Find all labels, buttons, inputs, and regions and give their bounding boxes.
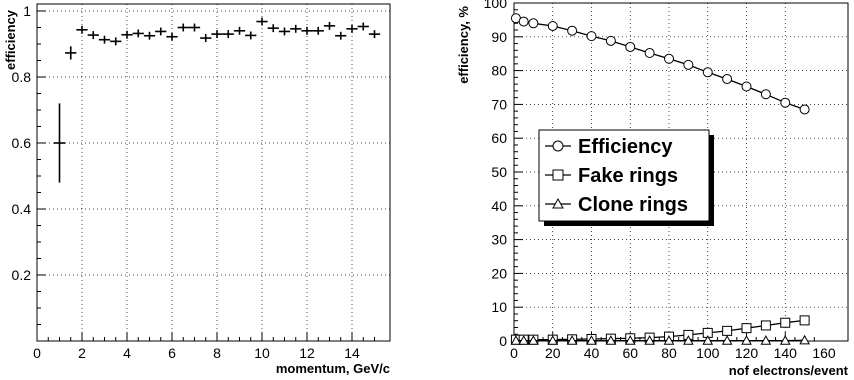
- series-point-1-15: [780, 317, 791, 328]
- left-y-tick-label: 0.6: [12, 135, 32, 151]
- left-y-tick-label: 1: [23, 3, 31, 19]
- left-x-tick-label: 2: [78, 345, 86, 361]
- series-point-2-5: [586, 335, 597, 345]
- series-point-2-13: [741, 335, 752, 345]
- left-x-tick-label: 6: [168, 345, 176, 361]
- left-y-tick-label: 0.8: [12, 69, 32, 85]
- right-x-tick-label: 160: [812, 345, 836, 361]
- left-x-tick-label: 4: [123, 345, 131, 361]
- series-point-0-4: [567, 25, 578, 36]
- series-point-0-6: [605, 35, 616, 46]
- legend-label-2: Clone rings: [578, 194, 688, 216]
- left-x-tick-label: 14: [344, 345, 360, 361]
- series-point-2-8: [644, 335, 655, 345]
- series-point-0-16: [799, 104, 810, 115]
- right-y-tick-label: 20: [491, 265, 507, 281]
- left-y-tick-label: 0.4: [12, 201, 32, 217]
- right-y-tick-label: 80: [491, 63, 507, 79]
- series-point-2-14: [760, 335, 772, 345]
- right-y-tick-label: 50: [491, 164, 507, 180]
- right-y-tick-label: 10: [491, 299, 507, 315]
- right-x-axis-title: nof electrons/event: [729, 363, 849, 378]
- legend-marker-0: [552, 140, 564, 152]
- series-point-2-11: [702, 335, 714, 345]
- series-point-0-10: [683, 59, 694, 70]
- series-point-2-2: [528, 335, 539, 345]
- series-point-2-10: [683, 335, 694, 345]
- right-x-tick-label: 40: [584, 345, 600, 361]
- right-y-tick-label: 0: [499, 333, 507, 349]
- left-x-axis-title: momentum, GeV/c: [276, 361, 390, 376]
- left-y-axis-title: efficiency: [3, 9, 18, 70]
- series-point-2-15: [779, 335, 791, 345]
- right-y-tick-label: 70: [491, 96, 507, 112]
- right-y-axis-title: efficiency, %: [456, 6, 471, 84]
- series-point-1-16: [799, 315, 810, 326]
- series-point-1-13: [741, 323, 752, 334]
- left-x-tick-label: 12: [299, 345, 315, 361]
- series-point-0-7: [625, 41, 636, 52]
- series-point-0-11: [702, 67, 713, 78]
- left-x-tick-label: 10: [254, 345, 270, 361]
- series-point-2-6: [605, 335, 617, 345]
- series-point-0-1: [518, 16, 529, 27]
- right-y-tick-label: 40: [491, 198, 507, 214]
- left-x-tick-label: 0: [33, 345, 41, 361]
- series-point-0-14: [760, 89, 771, 100]
- right-y-tick-label: 30: [491, 232, 507, 248]
- legend-marker-1: [552, 169, 564, 181]
- left-plot-frame: [36, 3, 391, 342]
- series-point-1-12: [722, 325, 733, 336]
- series-point-0-15: [780, 97, 791, 108]
- legend-marker-2: [552, 197, 564, 209]
- left-y-tick-label: 0.2: [12, 267, 32, 283]
- right-x-tick-label: 0: [510, 345, 518, 361]
- series-point-2-7: [624, 335, 636, 345]
- left-x-tick-label: 8: [213, 345, 221, 361]
- series-point-0-9: [664, 53, 674, 64]
- series-point-0-5: [586, 31, 597, 42]
- series-point-0-8: [644, 48, 655, 59]
- right-x-tick-label: 20: [545, 345, 561, 361]
- right-x-tick-label: 100: [696, 345, 720, 361]
- series-point-0-13: [741, 81, 752, 92]
- right-x-tick-label: 120: [735, 345, 759, 361]
- legend-label-1: Fake rings: [578, 165, 678, 187]
- series-point-2-9: [663, 335, 675, 345]
- series-point-2-16: [799, 334, 810, 345]
- right-x-tick-label: 80: [661, 345, 677, 361]
- series-point-2-3: [547, 335, 559, 345]
- series-point-0-2: [528, 18, 539, 29]
- right-y-tick-label: 60: [491, 130, 507, 146]
- right-y-tick-label: 100: [484, 0, 508, 11]
- series-point-2-1: [518, 335, 530, 345]
- series-point-0-3: [547, 20, 558, 31]
- series-point-1-14: [760, 320, 771, 331]
- right-y-tick-label: 90: [491, 29, 507, 45]
- series-point-2-0: [510, 335, 522, 345]
- series-point-2-12: [721, 335, 733, 345]
- series-point-2-4: [566, 335, 578, 345]
- series-point-0-12: [722, 74, 733, 85]
- legend-label-0: Efficiency: [578, 136, 673, 158]
- right-x-tick-label: 60: [622, 345, 638, 361]
- right-x-tick-label: 140: [774, 345, 798, 361]
